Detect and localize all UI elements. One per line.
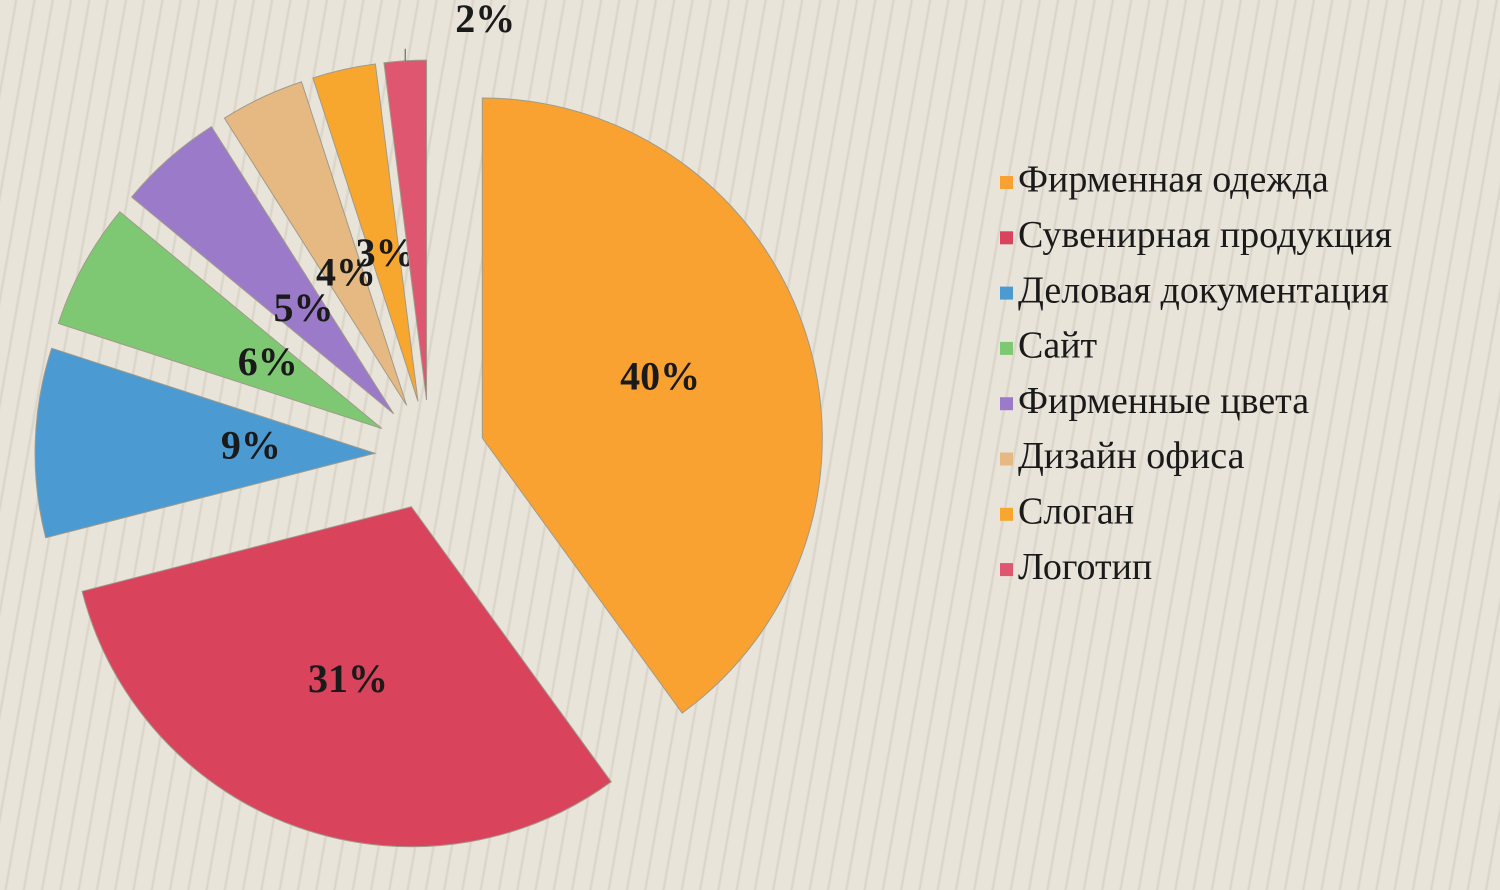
legend-swatch bbox=[1000, 286, 1013, 300]
pie-slice bbox=[312, 63, 419, 402]
data-label: 4% bbox=[316, 250, 376, 295]
legend-swatch bbox=[1000, 507, 1013, 521]
data-label: 5% bbox=[274, 285, 334, 330]
data-label: 6% bbox=[238, 339, 298, 384]
legend-label: Фирменная одежда bbox=[1018, 159, 1329, 201]
pie-slice bbox=[34, 347, 377, 539]
legend-swatch bbox=[1000, 341, 1013, 355]
legend-swatch bbox=[1000, 563, 1013, 577]
data-label: 2% bbox=[455, 0, 515, 41]
legend-label: Фирменные цвета bbox=[1018, 380, 1309, 422]
legend-label: Слоган bbox=[1018, 491, 1134, 533]
legend-swatch bbox=[1000, 452, 1013, 466]
legend-swatch bbox=[1000, 231, 1013, 245]
legend-swatch bbox=[1000, 397, 1013, 411]
legend-label: Логотип bbox=[1018, 546, 1152, 588]
pie-slice bbox=[81, 506, 612, 848]
legend-label: Сувенирная продукция bbox=[1018, 214, 1392, 256]
legend-label: Дизайн офиса bbox=[1018, 435, 1245, 477]
legend-swatch bbox=[1000, 176, 1013, 189]
legend-label: Деловая документация bbox=[1018, 269, 1389, 311]
pie-slice bbox=[481, 97, 823, 714]
pie-slice bbox=[130, 125, 395, 415]
data-label: 40% bbox=[620, 353, 700, 398]
data-label: 9% bbox=[221, 423, 281, 468]
legend-label: Сайт bbox=[1018, 325, 1098, 367]
data-label: 31% bbox=[308, 656, 388, 701]
pie-slice bbox=[223, 81, 408, 406]
pie-slice bbox=[57, 211, 383, 429]
